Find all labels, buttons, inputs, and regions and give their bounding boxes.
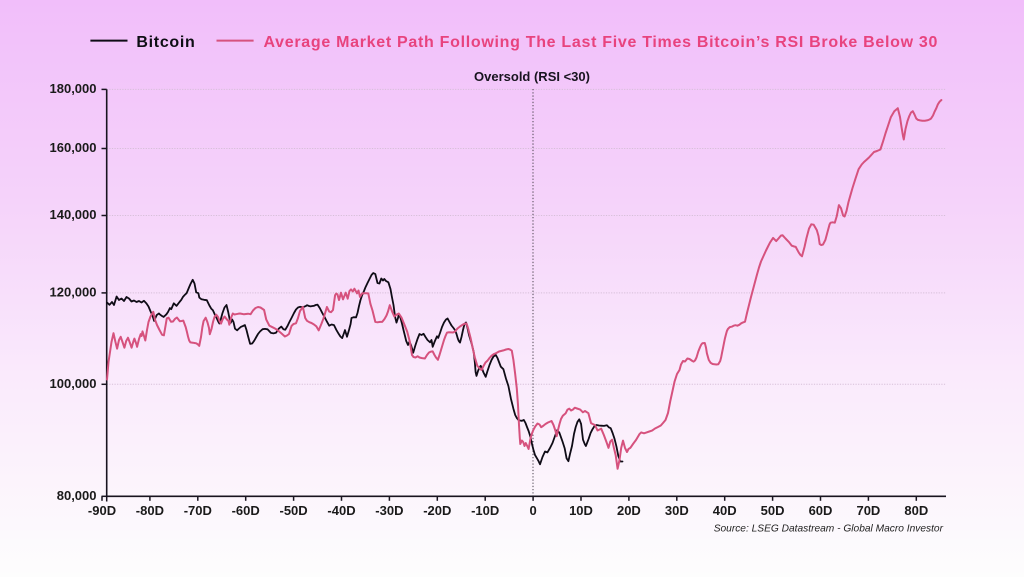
svg-text:80,000: 80,000 (57, 488, 97, 503)
svg-text:Average Market Path Following: Average Market Path Following The Last F… (264, 34, 939, 51)
svg-text:100,000: 100,000 (50, 376, 97, 391)
svg-text:140,000: 140,000 (50, 207, 97, 222)
svg-text:120,000: 120,000 (50, 285, 97, 300)
svg-text:20D: 20D (617, 503, 641, 518)
svg-text:50D: 50D (761, 503, 785, 518)
svg-text:-20D: -20D (423, 503, 451, 518)
svg-text:0: 0 (529, 503, 536, 518)
svg-text:10D: 10D (569, 503, 593, 518)
svg-text:-40D: -40D (327, 503, 355, 518)
svg-text:-90D: -90D (88, 503, 116, 518)
svg-text:80D: 80D (904, 503, 928, 518)
svg-text:-60D: -60D (232, 503, 260, 518)
svg-text:Oversold (RSI <30): Oversold (RSI <30) (474, 69, 590, 84)
svg-text:40D: 40D (713, 503, 737, 518)
svg-text:30D: 30D (665, 503, 689, 518)
svg-text:60D: 60D (809, 503, 833, 518)
svg-text:-80D: -80D (136, 503, 164, 518)
svg-text:Bitcoin: Bitcoin (136, 34, 195, 51)
svg-text:-70D: -70D (184, 503, 212, 518)
svg-text:-30D: -30D (375, 503, 403, 518)
svg-text:160,000: 160,000 (50, 140, 97, 155)
svg-text:70D: 70D (856, 503, 880, 518)
svg-text:-50D: -50D (280, 503, 308, 518)
svg-text:-10D: -10D (471, 503, 499, 518)
svg-text:180,000: 180,000 (50, 81, 97, 96)
svg-text:Source: LSEG Datastream - Glob: Source: LSEG Datastream - Global Macro I… (714, 523, 944, 534)
